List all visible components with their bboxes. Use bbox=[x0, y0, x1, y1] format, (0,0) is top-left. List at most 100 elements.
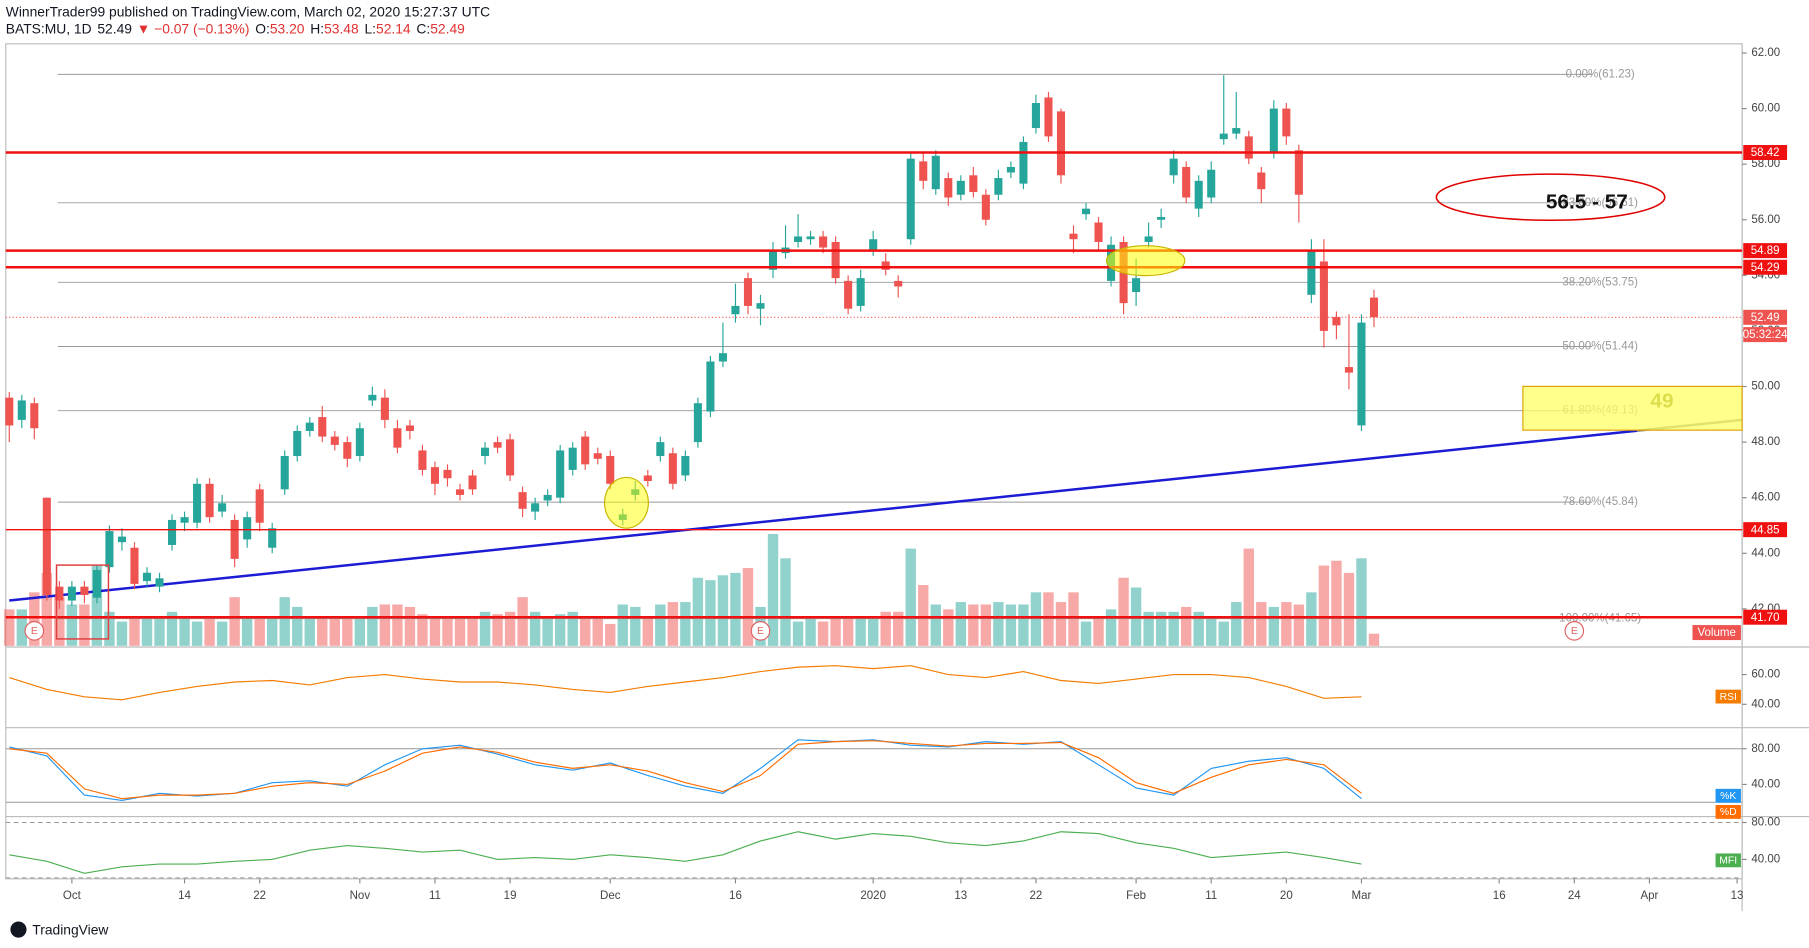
volume-bar bbox=[41, 572, 53, 646]
x-tick-label: Nov bbox=[350, 890, 371, 902]
y-tick-label: 80.00 bbox=[1751, 743, 1780, 755]
volume-bar bbox=[304, 616, 315, 646]
volume-bar bbox=[329, 616, 340, 646]
candle-body bbox=[756, 303, 765, 309]
volume-bar bbox=[742, 568, 754, 646]
logo-icon bbox=[10, 921, 27, 938]
x-tick-label: 11 bbox=[1205, 890, 1217, 902]
candle-body bbox=[193, 483, 202, 523]
volume-bar bbox=[66, 604, 78, 646]
volume-bar bbox=[279, 597, 290, 646]
candle-body bbox=[1094, 222, 1103, 242]
volume-bar bbox=[517, 597, 528, 646]
candle-body bbox=[1169, 158, 1178, 176]
candle-body bbox=[80, 586, 89, 595]
countdown-bg bbox=[1743, 327, 1788, 343]
level-label: 54.29 bbox=[1751, 262, 1780, 274]
earnings-marker bbox=[750, 621, 771, 641]
candle-body bbox=[343, 442, 352, 459]
legend-tag-bg bbox=[1715, 788, 1741, 803]
candle-body bbox=[5, 397, 14, 426]
volume-bar bbox=[229, 597, 240, 646]
candle-body bbox=[1294, 150, 1303, 195]
legend-text: 53.20 bbox=[270, 21, 305, 37]
volume-bar bbox=[630, 606, 641, 646]
fib-label: 0.00%(61.23) bbox=[1566, 68, 1635, 80]
candle-body bbox=[455, 489, 465, 495]
volume-bar bbox=[567, 611, 578, 646]
candle-body bbox=[556, 450, 565, 498]
legend-tag: %D bbox=[1720, 807, 1737, 818]
volume-bar bbox=[767, 533, 779, 646]
legend-tag: %K bbox=[1720, 791, 1736, 802]
candle-body bbox=[581, 436, 590, 465]
volume-bar bbox=[1105, 609, 1117, 646]
volume-bar bbox=[392, 604, 403, 646]
volume-bar bbox=[29, 592, 40, 646]
candle-body bbox=[831, 241, 840, 279]
y-tick-label: 48.00 bbox=[1751, 436, 1780, 448]
candle-body bbox=[806, 236, 815, 240]
volume-bar bbox=[79, 604, 90, 646]
candle-body bbox=[1207, 169, 1216, 198]
candle-body bbox=[1244, 136, 1253, 159]
y-tick-label: 56.00 bbox=[1751, 214, 1780, 226]
volume-bar bbox=[780, 558, 791, 646]
volume-bar bbox=[980, 604, 992, 646]
candle-body bbox=[956, 180, 965, 195]
candle-body bbox=[731, 305, 740, 315]
candle-body bbox=[30, 403, 39, 429]
level-label-bg bbox=[1743, 243, 1788, 259]
candle-body bbox=[518, 492, 527, 509]
volume-bar bbox=[504, 611, 516, 646]
volume-bar bbox=[354, 616, 366, 646]
candle-body bbox=[1269, 108, 1278, 154]
indicator-line bbox=[9, 740, 1362, 800]
symbol-legend: BATS:MU, 1D 52.49 ▼ −0.07 (−0.13%) O: 53.20 H… bbox=[6, 21, 465, 37]
candle-body bbox=[768, 250, 778, 270]
volume-label: Volume bbox=[1697, 627, 1735, 639]
legend-text: 52.49 bbox=[97, 21, 132, 37]
candle-body bbox=[468, 475, 477, 490]
candle-body bbox=[1132, 278, 1141, 293]
volume-bar bbox=[1168, 611, 1179, 646]
earnings-label: E bbox=[1571, 626, 1578, 637]
volume-bar bbox=[667, 602, 679, 646]
candle-body bbox=[981, 194, 990, 220]
candle-body bbox=[856, 278, 865, 306]
candle-body bbox=[67, 586, 76, 601]
fib-label: 38.20%(53.75) bbox=[1562, 276, 1638, 288]
volume-bar bbox=[116, 621, 128, 646]
volume-bar bbox=[617, 604, 628, 646]
publisher: WinnerTrader99 published on TradingView.… bbox=[6, 3, 490, 19]
volume-bar bbox=[817, 621, 829, 646]
candle-body bbox=[543, 494, 552, 501]
candle-body bbox=[55, 586, 64, 601]
x-tick-label: 20 bbox=[1280, 890, 1293, 902]
candle-body bbox=[1257, 172, 1266, 190]
candle-body bbox=[355, 428, 364, 457]
volume-bar bbox=[1331, 560, 1342, 646]
candle-body bbox=[230, 519, 239, 559]
volume-bar bbox=[1318, 565, 1330, 646]
legend-text: L: bbox=[364, 21, 376, 37]
volume-bar bbox=[955, 602, 967, 646]
volume-bar bbox=[267, 616, 278, 646]
volume-bar bbox=[730, 572, 741, 646]
volume-bar bbox=[1018, 604, 1029, 646]
candle-body bbox=[1144, 236, 1153, 242]
volume-bar bbox=[1281, 602, 1292, 646]
volume-bar bbox=[918, 585, 929, 646]
volume-bar bbox=[216, 621, 228, 646]
candle-body bbox=[1232, 128, 1241, 134]
volume-bar bbox=[655, 604, 666, 646]
volume-bar bbox=[867, 616, 879, 646]
volume-bar bbox=[467, 616, 478, 646]
volume-bar bbox=[1118, 577, 1129, 646]
volume-bar bbox=[1180, 606, 1192, 646]
x-tick-label: 11 bbox=[429, 890, 441, 902]
countdown: 05:32:24 bbox=[1743, 329, 1788, 341]
volume-bar bbox=[367, 606, 378, 646]
candle-body bbox=[1056, 111, 1066, 176]
volume-bar bbox=[1093, 616, 1104, 646]
